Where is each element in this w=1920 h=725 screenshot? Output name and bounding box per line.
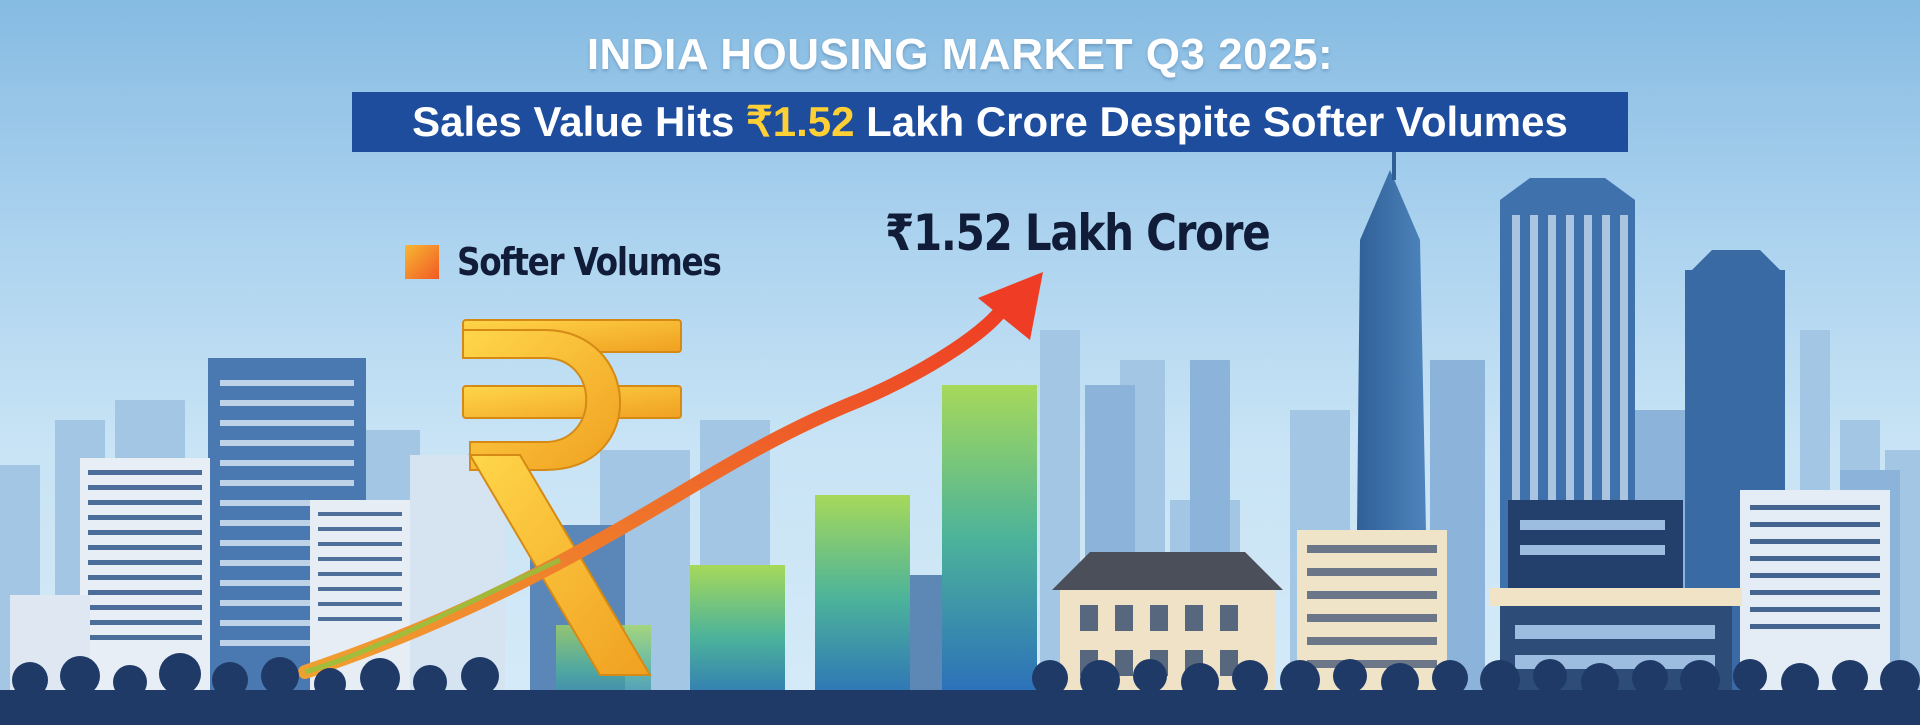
page-title: INDIA HOUSING MARKET Q3 2025: <box>586 30 1334 79</box>
headline-highlight-value: ₹1.52 <box>745 98 855 145</box>
legend-swatch <box>405 245 439 279</box>
tree-line <box>0 653 1920 725</box>
legend-label: Softer Volumes <box>457 240 722 284</box>
headline-prefix: Sales Value Hits <box>412 98 746 145</box>
value-callout: ₹1.52 Lakh Crore <box>885 204 1271 262</box>
headline-banner: Sales Value Hits ₹1.52 Lakh Crore Despit… <box>352 92 1628 152</box>
trend-arrow-icon <box>298 272 1043 679</box>
headline-suffix: Lakh Crore Despite Softer Volumes <box>854 98 1568 145</box>
legend: Softer Volumes <box>405 240 763 284</box>
